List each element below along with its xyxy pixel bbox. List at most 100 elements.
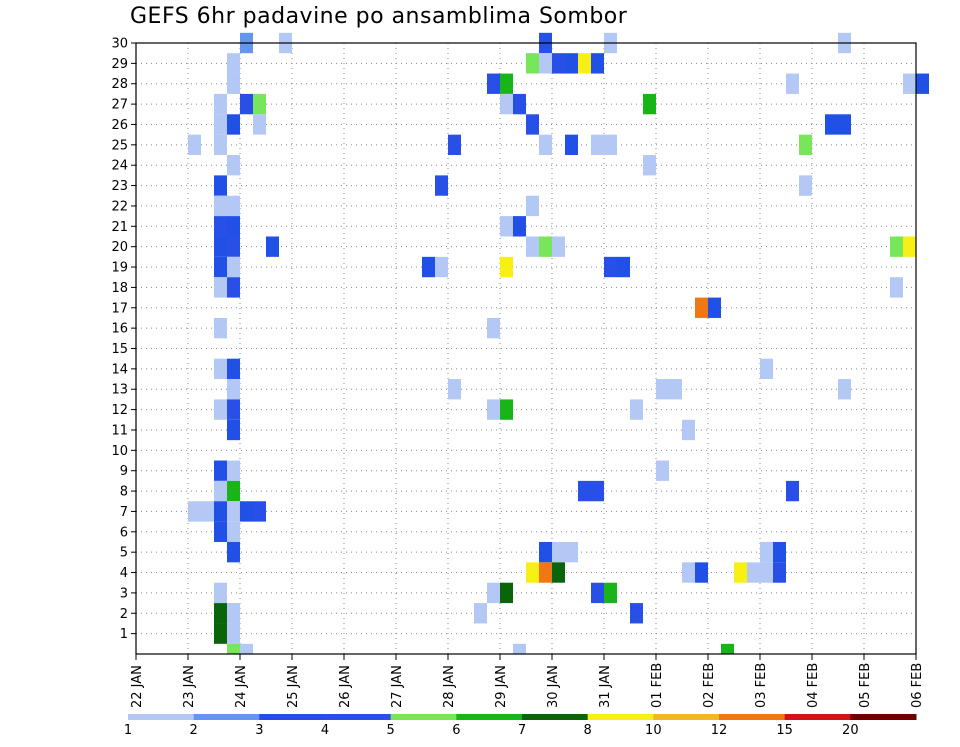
heatmap-cell — [227, 460, 240, 481]
heatmap-cell — [500, 256, 513, 278]
heatmap-cell — [227, 53, 240, 74]
heatmap-cell — [682, 562, 695, 583]
legend-label: 15 — [776, 723, 793, 738]
heatmap-cell — [890, 277, 903, 298]
heatmap-cell — [214, 358, 227, 380]
legend-color-segment — [193, 714, 260, 720]
heatmap-cell — [214, 93, 227, 115]
heatmap-cell — [838, 379, 851, 400]
heatmap-cell — [565, 541, 578, 563]
heatmap-cell — [500, 216, 513, 237]
y-tick-label: 18 — [111, 281, 128, 296]
heatmap-cell — [526, 195, 539, 217]
heatmap-cell — [760, 562, 773, 583]
chart-title: GEFS 6hr padavine po ansamblima Sombor — [130, 4, 628, 29]
x-tick-label: 29 JAN — [494, 665, 509, 708]
legend-label: 7 — [518, 723, 526, 738]
heatmap-cell — [435, 256, 448, 278]
heatmap-cell — [227, 358, 240, 380]
y-tick-label: 8 — [120, 485, 128, 500]
heatmap-cell — [643, 155, 656, 176]
heatmap-cell — [630, 603, 643, 624]
heatmap-cell — [500, 93, 513, 115]
heatmap-cell — [487, 399, 500, 420]
heatmap-cell — [500, 399, 513, 420]
heatmap-cell — [539, 134, 552, 156]
x-tick-label: 25 JAN — [286, 665, 301, 708]
heatmap-cell — [448, 134, 461, 156]
heatmap-cell — [227, 623, 240, 644]
heatmap-cell — [773, 562, 786, 583]
heatmap-cell — [565, 134, 578, 156]
heatmap-cell — [526, 53, 539, 74]
heatmap-cell — [227, 480, 240, 502]
heatmap-cell — [643, 93, 656, 115]
heatmap-cell — [734, 562, 747, 583]
x-tick-label: 03 FEB — [754, 663, 769, 708]
heatmap-cell — [253, 93, 266, 115]
y-tick-label: 2 — [120, 607, 128, 622]
heatmap-cell — [422, 256, 435, 278]
y-tick-label: 16 — [111, 322, 128, 337]
color-legend: 1 2 3 4 5 6 7 8 10 12 15 20 — [124, 714, 917, 738]
heatmap-cell — [838, 114, 851, 135]
y-tick-label: 7 — [120, 505, 128, 520]
y-tick-label: 24 — [111, 159, 128, 174]
heatmap-cell — [487, 73, 500, 94]
heatmap-cell — [500, 73, 513, 94]
legend-label: 5 — [387, 723, 395, 738]
heatmap-cell — [214, 582, 227, 604]
heatmap-cell — [214, 236, 227, 257]
heatmap-cell — [227, 155, 240, 176]
y-tick-label: 20 — [111, 240, 128, 255]
heatmap-cell — [487, 582, 500, 604]
y-tick-label: 4 — [120, 566, 128, 581]
heatmap-cell — [227, 379, 240, 400]
y-tick-label: 26 — [111, 118, 128, 133]
heatmap-cell — [227, 277, 240, 298]
heatmap-cell — [578, 480, 591, 502]
legend-label: 3 — [255, 723, 263, 738]
heatmap-cell — [760, 541, 773, 563]
heatmap-cell — [214, 114, 227, 135]
y-tick-label: 13 — [111, 383, 128, 398]
heatmap-cell — [266, 236, 279, 257]
heatmap-cell — [591, 480, 604, 502]
heatmap-cells — [188, 32, 929, 654]
heatmap-cell — [214, 216, 227, 237]
heatmap-cell — [214, 277, 227, 298]
heatmap-cell — [591, 134, 604, 156]
heatmap-cell — [188, 134, 201, 156]
heatmap-cell — [487, 317, 500, 339]
heatmap-cell — [227, 419, 240, 441]
heatmap-cell — [682, 419, 695, 441]
heatmap-cell — [227, 399, 240, 420]
heatmap-cell — [227, 541, 240, 563]
y-tick-label: 22 — [111, 199, 128, 214]
heatmap-cell — [214, 460, 227, 481]
legend-label: 4 — [321, 723, 329, 738]
heatmap-cell — [721, 643, 734, 654]
heatmap-cell — [552, 541, 565, 563]
heatmap-cell — [539, 562, 552, 583]
y-tick-label: 17 — [111, 301, 128, 316]
heatmap-cell — [500, 582, 513, 604]
heatmap-cell — [513, 216, 526, 237]
legend-label: 1 — [124, 723, 132, 738]
heatmap-cell — [695, 297, 708, 318]
heatmap-cell — [214, 317, 227, 339]
x-tick-label: 24 JAN — [234, 665, 249, 708]
heatmap-cell — [591, 53, 604, 74]
legend-color-segment — [587, 714, 654, 720]
x-tick-label: 30 JAN — [546, 665, 561, 708]
y-tick-label: 6 — [120, 525, 128, 540]
heatmap-cell — [240, 501, 253, 522]
y-tick-label: 10 — [111, 444, 128, 459]
legend-label: 10 — [645, 723, 662, 738]
heatmap-cell — [799, 134, 812, 156]
heatmap-cell — [604, 582, 617, 604]
x-tick-label: 22 JAN — [130, 665, 145, 708]
heatmap-cell — [227, 643, 240, 654]
heatmap-cell — [227, 603, 240, 624]
